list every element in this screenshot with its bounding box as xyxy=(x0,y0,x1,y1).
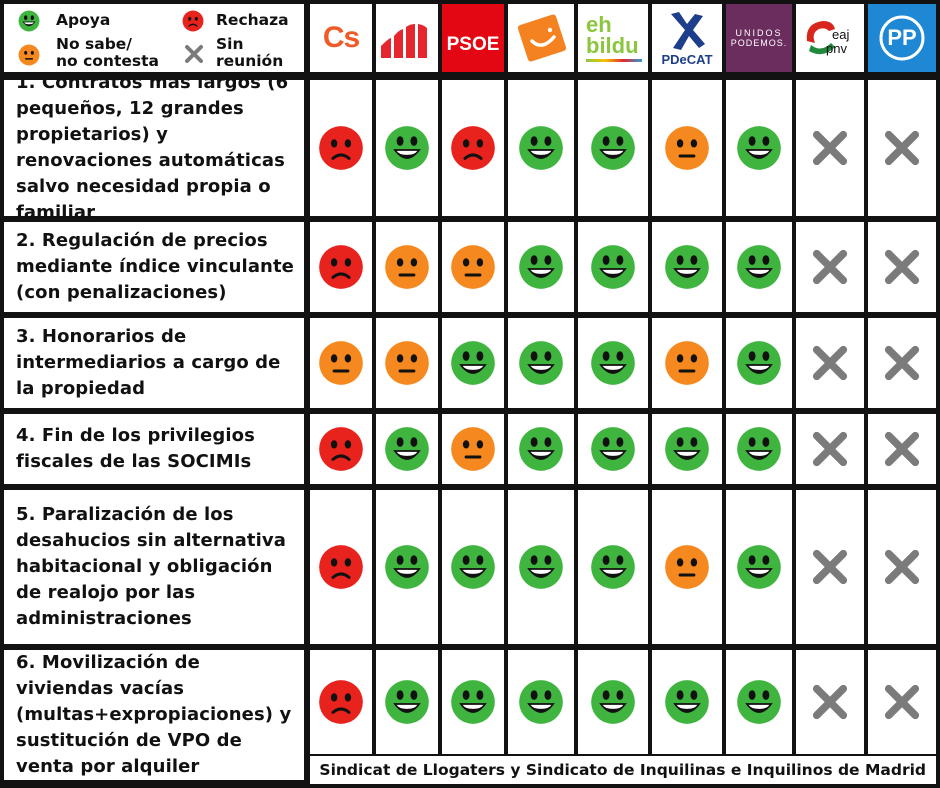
unknown-face-icon xyxy=(18,44,40,66)
mark-row1-erc support-face-icon xyxy=(376,80,438,216)
mark-row3-podemos support-face-icon xyxy=(726,318,792,408)
legend-unknown-label-1: No sabe/ xyxy=(56,35,132,53)
mark-row3-erc unknown-face-icon xyxy=(376,318,438,408)
mark-row1-pnv no-meeting-cross-icon xyxy=(796,80,864,216)
logo-pdecat: PDeCAT xyxy=(652,4,722,72)
bildu-logo-line2: bildu xyxy=(586,32,639,58)
legend-support-label: Apoya xyxy=(56,11,111,29)
logo-cs: Cs xyxy=(310,4,372,72)
legend-unknown-label-2: no contesta xyxy=(56,52,159,70)
support-face-icon xyxy=(18,10,40,32)
mark-row5-cs reject-face-icon xyxy=(310,490,372,644)
legend: Apoya Rechaza No sabe/ no contesta Sin r… xyxy=(4,4,304,72)
mark-row5-pdecat unknown-face-icon xyxy=(652,490,722,644)
proposal-2-text: 2. Regulación de precios mediante índice… xyxy=(4,222,304,312)
credit-line: Sindicat de Llogaters y Sindicato de Inq… xyxy=(319,761,926,779)
pdecat-logo-text: PDeCAT xyxy=(661,51,713,67)
podemos-logo-line1: UNIDOS xyxy=(735,28,783,38)
mark-row1-compromis support-face-icon xyxy=(508,80,574,216)
logo-compromis xyxy=(508,4,574,72)
mark-row5-podemos support-face-icon xyxy=(726,490,792,644)
mark-row4-podemos support-face-icon xyxy=(726,414,792,484)
mark-row3-pdecat unknown-face-icon xyxy=(652,318,722,408)
mark-row2-psoe unknown-face-icon xyxy=(442,222,504,312)
compromis-logo-icon xyxy=(517,14,567,62)
mark-row1-pdecat unknown-face-icon xyxy=(652,80,722,216)
proposal-5-text: 5. Paralización de los desahucios sin al… xyxy=(4,490,304,644)
podemos-logo-line2: PODEMOS. xyxy=(730,38,788,48)
mark-row2-erc unknown-face-icon xyxy=(376,222,438,312)
mark-row1-pp no-meeting-cross-icon xyxy=(868,80,936,216)
logo-bildu: eh bildu xyxy=(578,4,648,72)
mark-row4-pp no-meeting-cross-icon xyxy=(868,414,936,484)
mark-row4-pnv no-meeting-cross-icon xyxy=(796,414,864,484)
mark-row4-erc support-face-icon xyxy=(376,414,438,484)
mark-row6-pp no-meeting-cross-icon xyxy=(868,650,936,754)
no-meeting-cross-icon xyxy=(184,44,204,64)
proposal-4-text: 4. Fin de los privilegios fiscales de la… xyxy=(4,414,304,484)
pnv-logo-line1: eaj xyxy=(832,27,850,42)
mark-row2-compromis support-face-icon xyxy=(508,222,574,312)
mark-row4-psoe unknown-face-icon xyxy=(442,414,504,484)
mark-row4-bildu support-face-icon xyxy=(578,414,648,484)
logo-erc xyxy=(376,4,438,72)
mark-row5-compromis support-face-icon xyxy=(508,490,574,644)
logo-pp: PP xyxy=(868,4,936,72)
mark-row4-pdecat support-face-icon xyxy=(652,414,722,484)
mark-row6-cs reject-face-icon xyxy=(310,650,372,754)
mark-row2-podemos support-face-icon xyxy=(726,222,792,312)
reject-face-icon xyxy=(182,10,204,32)
mark-row2-pdecat support-face-icon xyxy=(652,222,722,312)
pp-logo-icon xyxy=(879,15,925,61)
pnv-logo-line2: pnv xyxy=(826,41,847,56)
mark-row5-bildu support-face-icon xyxy=(578,490,648,644)
mark-row6-podemos support-face-icon xyxy=(726,650,792,754)
mark-row1-podemos support-face-icon xyxy=(726,80,792,216)
legend-no-meeting-label-2: reunión xyxy=(216,52,284,70)
mark-row5-erc support-face-icon xyxy=(376,490,438,644)
mark-row3-psoe support-face-icon xyxy=(442,318,504,408)
mark-row6-bildu support-face-icon xyxy=(578,650,648,754)
mark-row6-psoe support-face-icon xyxy=(442,650,504,754)
mark-row2-cs reject-face-icon xyxy=(310,222,372,312)
mark-row3-compromis support-face-icon xyxy=(508,318,574,408)
mark-row1-psoe reject-face-icon xyxy=(442,80,504,216)
pp-logo-text: PP xyxy=(887,25,917,50)
bildu-logo-line1: eh xyxy=(586,11,612,37)
mark-row3-cs unknown-face-icon xyxy=(310,318,372,408)
pnv-logo-icon xyxy=(806,21,835,55)
mark-row3-bildu support-face-icon xyxy=(578,318,648,408)
mark-row2-pp no-meeting-cross-icon xyxy=(868,222,936,312)
pdecat-star-icon xyxy=(671,11,705,50)
proposal-6-text: 6. Movilización de viviendas vacías (mul… xyxy=(4,650,304,780)
bildu-stripe xyxy=(586,58,642,62)
erc-stripes-icon xyxy=(381,24,427,58)
legend-no-meeting-label-1: Sin xyxy=(216,35,244,53)
psoe-logo-text: PSOE xyxy=(446,34,500,55)
mark-row3-pp no-meeting-cross-icon xyxy=(868,318,936,408)
mark-row6-pdecat support-face-icon xyxy=(652,650,722,754)
legend-reject-label: Rechaza xyxy=(216,11,289,29)
mark-row3-pnv no-meeting-cross-icon xyxy=(796,318,864,408)
proposal-1-text: 1. Contratos más largos (6 pequeños, 12 … xyxy=(4,72,304,223)
mark-row2-pnv no-meeting-cross-icon xyxy=(796,222,864,312)
mark-row1-cs reject-face-icon xyxy=(310,80,372,216)
mark-row5-psoe support-face-icon xyxy=(442,490,504,644)
mark-row6-pnv no-meeting-cross-icon xyxy=(796,650,864,754)
credit-background xyxy=(310,756,936,784)
mark-row6-compromis support-face-icon xyxy=(508,650,574,754)
mark-row5-pnv no-meeting-cross-icon xyxy=(796,490,864,644)
proposal-3-text: 3. Honorarios de intermediarios a cargo … xyxy=(4,318,304,408)
mark-row5-pp no-meeting-cross-icon xyxy=(868,490,936,644)
mark-row2-bildu support-face-icon xyxy=(578,222,648,312)
logo-podemos: UNIDOS PODEMOS. xyxy=(726,4,792,72)
logo-pnv: eaj pnv xyxy=(796,4,864,72)
mark-row6-erc support-face-icon xyxy=(376,650,438,754)
mark-row4-compromis support-face-icon xyxy=(508,414,574,484)
mark-row1-bildu support-face-icon xyxy=(578,80,648,216)
cs-logo-text: Cs xyxy=(322,21,360,54)
mark-row4-cs reject-face-icon xyxy=(310,414,372,484)
logo-psoe: PSOE xyxy=(442,4,504,72)
